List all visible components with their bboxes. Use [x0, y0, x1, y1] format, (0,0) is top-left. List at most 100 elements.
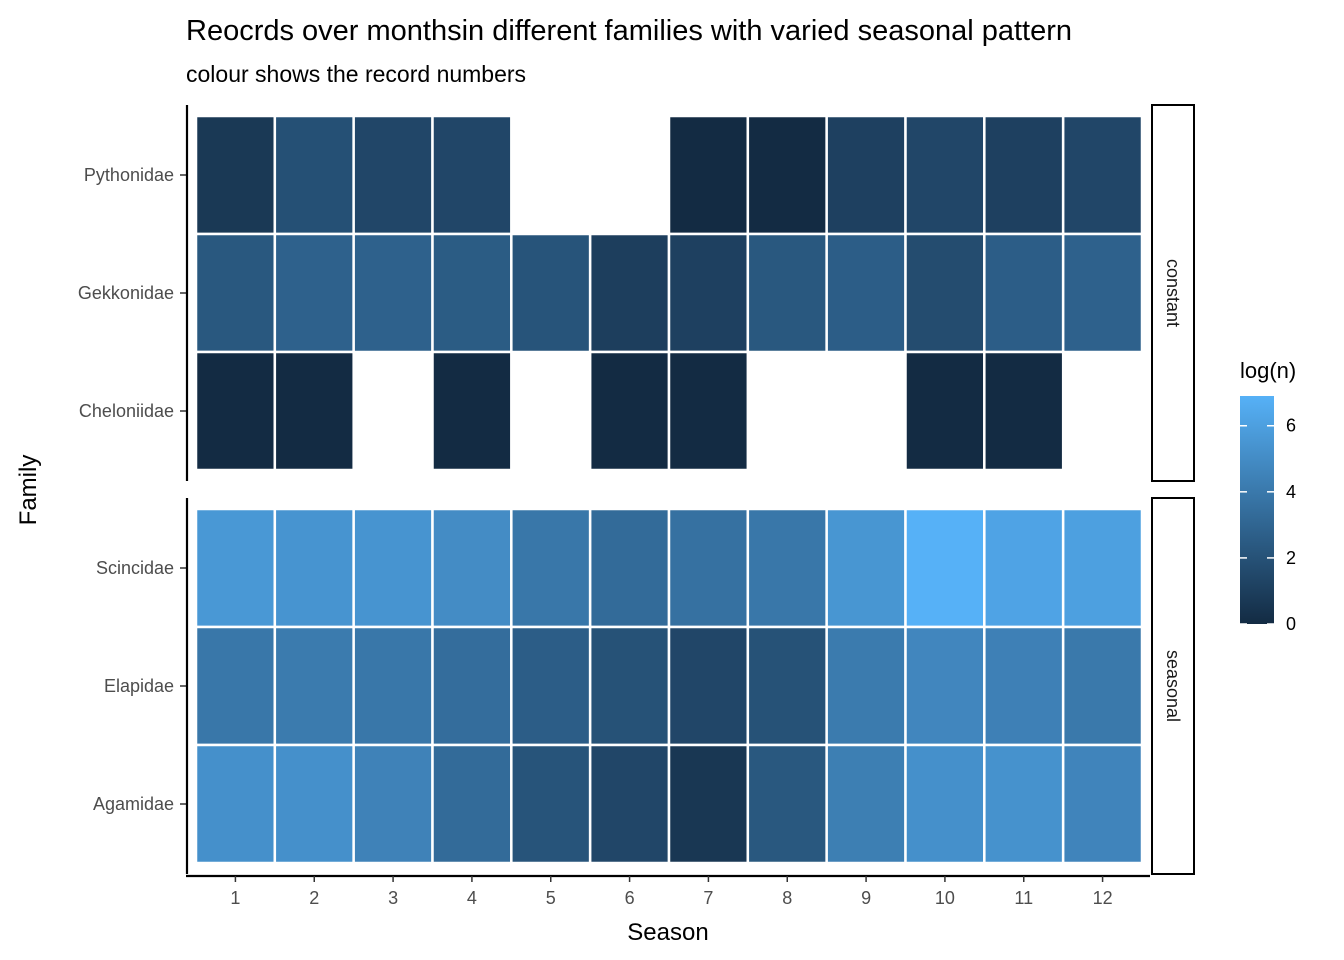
x-tick-label-11: 11: [1014, 888, 1033, 908]
legend-tick-label-0: 0: [1286, 614, 1296, 634]
heatmap-cell-gekkonidae-8: [746, 232, 828, 354]
heatmap-cell-elapidae-5: [510, 625, 592, 747]
x-tick-label-7: 7: [703, 888, 713, 908]
heatmap-cell-agamidae-5: [510, 743, 592, 865]
heatmap-cell-scincidae-9: [825, 507, 907, 629]
heatmap-cell-agamidae-10: [904, 743, 986, 865]
heatmap-cell-scincidae-8: [746, 507, 828, 629]
heatmap-cell-elapidae-6: [588, 625, 671, 747]
heatmap-cell-agamidae-9: [825, 743, 907, 865]
x-tick-label-5: 5: [546, 888, 556, 908]
heatmap-cell-pythonidae-12: [1061, 114, 1144, 236]
x-tick-label-8: 8: [782, 888, 792, 908]
heatmap-cell-scincidae-6: [588, 507, 671, 629]
colour-legend: log(n) 0 2 4 6: [1240, 358, 1296, 634]
heatmap-cell-cheloniidae-1: [194, 350, 277, 472]
heatmap-cell-elapidae-4: [431, 625, 513, 747]
heatmap-cell-scincidae-4: [431, 507, 513, 629]
heatmap-cell-gekkonidae-2: [273, 232, 355, 354]
heatmap-cell-pythonidae-7: [667, 114, 750, 236]
heatmap-cell-pythonidae-4: [431, 114, 513, 236]
heatmap-cell-agamidae-1: [194, 743, 277, 865]
heatmap-cell-pythonidae-8: [746, 114, 828, 236]
x-tick-label-1: 1: [230, 888, 240, 908]
y-tick-label-agamidae: Agamidae: [93, 794, 174, 814]
heatmap-cell-pythonidae-11: [983, 114, 1065, 236]
heatmap-cell-gekkonidae-4: [431, 232, 513, 354]
heatmap-cell-pythonidae-9: [825, 114, 907, 236]
heatmap-cell-elapidae-12: [1061, 625, 1144, 747]
heatmap-cell-gekkonidae-11: [983, 232, 1065, 354]
heatmap-cell-gekkonidae-1: [194, 232, 277, 354]
facet-strip-label-constant: constant: [1163, 259, 1183, 327]
heatmap-cell-elapidae-10: [904, 625, 986, 747]
heatmap-cell-elapidae-1: [194, 625, 277, 747]
x-tick-label-2: 2: [309, 888, 319, 908]
heatmap-cell-scincidae-12: [1061, 507, 1144, 629]
legend-colorbar: [1240, 396, 1274, 624]
heatmap-cell-cheloniidae-10: [904, 350, 986, 472]
heatmap-cell-cheloniidae-2: [273, 350, 355, 472]
y-tick-label-gekkonidae: Gekkonidae: [78, 283, 174, 303]
heatmap-cell-pythonidae-1: [194, 114, 277, 236]
heatmap-cell-cheloniidae-7: [667, 350, 750, 472]
facet-panels: Pythonidae Gekkonidae Cheloniidae constant S…: [78, 104, 1195, 875]
heatmap-cell-scincidae-1: [194, 507, 277, 629]
legend-tick-label-4: 4: [1286, 482, 1296, 502]
heatmap-cell-gekkonidae-3: [352, 232, 434, 354]
heatmap-cell-elapidae-7: [667, 625, 750, 747]
heatmap-cell-agamidae-7: [667, 743, 750, 865]
y-tick-label-scincidae: Scincidae: [96, 558, 174, 578]
heatmap-cell-agamidae-8: [746, 743, 828, 865]
x-axis-title: Season: [627, 919, 708, 946]
heatmap-cell-elapidae-8: [746, 625, 828, 747]
heatmap-cell-agamidae-11: [983, 743, 1065, 865]
x-tick-label-10: 10: [935, 888, 955, 908]
heatmap-cell-agamidae-12: [1061, 743, 1144, 865]
facet-strip-constant: [1151, 104, 1195, 482]
x-tick-label-4: 4: [467, 888, 477, 908]
heatmap-cell-elapidae-9: [825, 625, 907, 747]
heatmap-cell-gekkonidae-10: [904, 232, 986, 354]
heatmap-cell-scincidae-7: [667, 507, 750, 629]
chart-subtitle: colour shows the record numbers: [186, 61, 526, 87]
heatmap-cell-pythonidae-3: [352, 114, 434, 236]
x-axis: 1 2 3 4 5 6 7 8 9 10 11 12: [186, 874, 1150, 908]
heatmap-cell-gekkonidae-5: [510, 232, 592, 354]
legend-tick-label-2: 2: [1286, 548, 1296, 568]
y-axis-title: Family: [15, 455, 42, 526]
x-tick-label-12: 12: [1093, 888, 1113, 908]
heatmap-cell-scincidae-10: [904, 507, 986, 629]
heatmap-cell-elapidae-11: [983, 625, 1065, 747]
heatmap-cell-agamidae-4: [431, 743, 513, 865]
heatmap-cell-gekkonidae-9: [825, 232, 907, 354]
facet-panel-seasonal: Scincidae Elapidae Agamidae seasonal: [93, 497, 1195, 875]
x-tick-label-3: 3: [388, 888, 398, 908]
heatmap-cell-scincidae-5: [510, 507, 592, 629]
heatmap-cell-agamidae-2: [273, 743, 355, 865]
y-tick-label-elapidae: Elapidae: [104, 676, 174, 696]
heatmap-cell-gekkonidae-12: [1061, 232, 1144, 354]
heatmap-cell-cheloniidae-4: [431, 350, 513, 472]
x-tick-label-6: 6: [625, 888, 635, 908]
heatmap-cell-cheloniidae-11: [983, 350, 1065, 472]
facet-panel-constant: Pythonidae Gekkonidae Cheloniidae constant: [78, 104, 1195, 482]
heatmap-cell-scincidae-3: [352, 507, 434, 629]
y-tick-label-cheloniidae: Cheloniidae: [79, 401, 174, 421]
legend-tick-label-6: 6: [1286, 416, 1296, 436]
heatmap-cell-agamidae-3: [352, 743, 434, 865]
heatmap-cell-pythonidae-2: [273, 114, 355, 236]
legend-ticks: 0 2 4 6: [1240, 416, 1296, 634]
heatmap-cell-scincidae-2: [273, 507, 355, 629]
facet-strip-seasonal: [1151, 497, 1195, 875]
heatmap-cell-gekkonidae-7: [667, 232, 750, 354]
heatmap-cell-elapidae-2: [273, 625, 355, 747]
heatmap-cell-scincidae-11: [983, 507, 1065, 629]
facet-strip-label-seasonal: seasonal: [1163, 650, 1183, 722]
x-tick-label-9: 9: [861, 888, 871, 908]
chart-title: Reocrds over monthsin different families…: [186, 15, 1072, 47]
y-tick-label-pythonidae: Pythonidae: [84, 165, 174, 185]
heatmap-cell-cheloniidae-6: [588, 350, 671, 472]
heatmap-cell-gekkonidae-6: [588, 232, 671, 354]
